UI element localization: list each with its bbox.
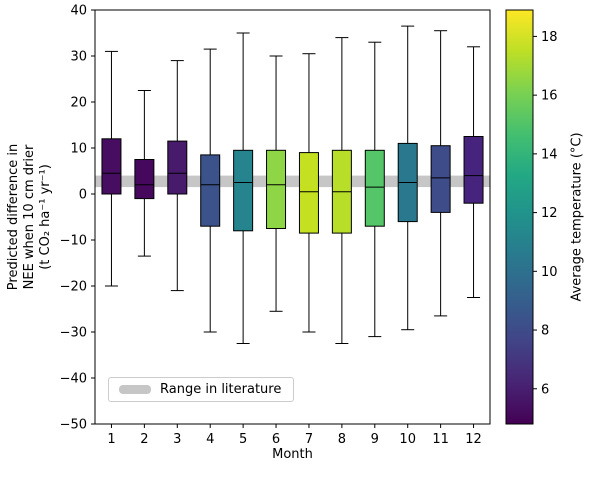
colorbar-tick-label: 8	[541, 324, 549, 339]
box-month-3	[167, 60, 188, 292]
box-month-10	[397, 25, 418, 331]
x-tick-label: 8	[338, 432, 346, 447]
legend-swatch	[119, 385, 151, 394]
x-tick-label: 1	[107, 432, 115, 447]
box-body	[430, 145, 451, 213]
box-body	[364, 149, 385, 227]
x-tick-label: 4	[206, 432, 214, 447]
box-body	[298, 152, 319, 234]
legend: Range in literature	[108, 377, 295, 402]
x-tick-label: 3	[173, 432, 181, 447]
box-body	[200, 154, 221, 227]
y-tick-label: 0	[79, 188, 87, 203]
colorbar-tick-label: 18	[541, 30, 558, 45]
colorbar-tick-label: 12	[541, 206, 558, 221]
box-month-11	[430, 30, 451, 317]
box-month-5	[233, 32, 254, 344]
y-tick-label: −50	[60, 418, 87, 433]
y-tick-label: 10	[70, 142, 87, 157]
box-month-7	[298, 53, 319, 333]
box-month-12	[463, 46, 484, 298]
y-tick-label: −20	[60, 280, 87, 295]
y-tick-label: 30	[70, 50, 87, 65]
y-axis-title-line2: NEE when 10 cm drier	[22, 144, 37, 290]
x-tick-label: 10	[399, 432, 416, 447]
box-month-9	[364, 41, 385, 338]
box-month-8	[331, 37, 352, 344]
y-axis-title-line1: Predicted difference in	[6, 143, 21, 291]
y-tick-label: −30	[60, 326, 87, 341]
legend-label: Range in literature	[160, 382, 282, 397]
box-body	[167, 140, 188, 195]
box-body	[463, 136, 484, 204]
x-tick-label: 11	[432, 432, 449, 447]
x-tick-label: 12	[465, 432, 482, 447]
box-month-1	[101, 50, 122, 287]
box-body	[101, 138, 122, 195]
x-tick-label: 7	[305, 432, 313, 447]
y-tick-label: −10	[60, 234, 87, 249]
x-axis-title: Month	[272, 447, 313, 462]
box-body	[233, 149, 254, 232]
y-tick-label: −40	[60, 372, 87, 387]
axes-frame	[94, 9, 491, 425]
colorbar-tick-label: 10	[541, 265, 558, 280]
y-axis-title: Predicted difference in NEE when 10 cm d…	[6, 144, 54, 290]
box-month-4	[200, 48, 221, 333]
box-body	[266, 149, 287, 229]
y-tick-label: 20	[70, 96, 87, 111]
colorbar-title: Average temperature (°C)	[569, 132, 585, 302]
y-tick-label: 40	[70, 4, 87, 19]
x-tick-label: 6	[272, 432, 280, 447]
box-month-2	[134, 90, 155, 257]
x-tick-label: 2	[140, 432, 148, 447]
box-body	[134, 159, 155, 200]
x-tick-label: 5	[239, 432, 247, 447]
y-axis-title-line3: (t CO₂ ha⁻¹ yr⁻¹)	[38, 164, 53, 270]
x-tick-label: 9	[371, 432, 379, 447]
colorbar-tick-label: 6	[541, 382, 549, 397]
box-month-6	[266, 55, 287, 312]
colorbar	[505, 9, 534, 425]
literature-range-band	[95, 175, 490, 188]
colorbar-tick-label: 14	[541, 147, 558, 162]
colorbar-tick-label: 16	[541, 89, 558, 104]
